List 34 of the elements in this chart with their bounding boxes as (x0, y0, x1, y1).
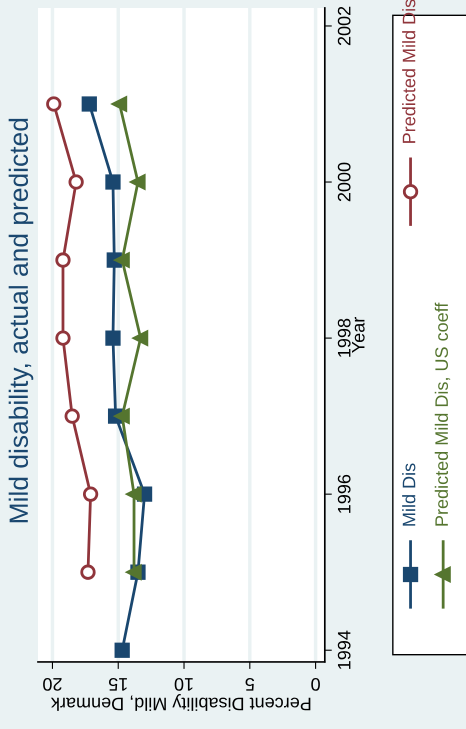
point (105, 174, 121, 190)
point (126, 564, 142, 580)
point (82, 486, 98, 502)
y-tick-label: 2000 (338, 162, 351, 202)
text: Predicted Mild Dis, US coeff (434, 302, 450, 526)
point (64, 408, 80, 424)
point (55, 252, 71, 268)
x-tick-label: 15 (108, 678, 127, 691)
point (80, 564, 96, 580)
point (55, 330, 71, 346)
point (82, 96, 97, 112)
point (68, 174, 84, 190)
point (132, 330, 148, 346)
point (114, 408, 130, 424)
y-axis-title: Year (352, 317, 365, 353)
y-tick-label: 2002 (338, 6, 351, 46)
point (105, 330, 121, 346)
text: Mild disability, actual and predicted (8, 118, 34, 522)
point (114, 252, 130, 268)
x-tick-label: 5 (246, 678, 254, 691)
y-tick-label: 1994 (338, 630, 351, 669)
x-tick-label: 10 (174, 678, 193, 691)
y-tick-label: 1998 (338, 318, 351, 357)
x-tick-label: 0 (311, 678, 320, 691)
y-tick-label: 1996 (338, 474, 351, 513)
point (130, 174, 146, 190)
x-axis-title: Percent Disability Mild, Denmark (50, 694, 310, 711)
text: Mild Dis (402, 464, 416, 526)
x-tick-label: 20 (43, 678, 62, 691)
point (114, 642, 130, 658)
point (46, 96, 62, 112)
point (126, 486, 142, 502)
text: Predicted Mild Dis (402, 0, 416, 143)
point (112, 96, 128, 112)
